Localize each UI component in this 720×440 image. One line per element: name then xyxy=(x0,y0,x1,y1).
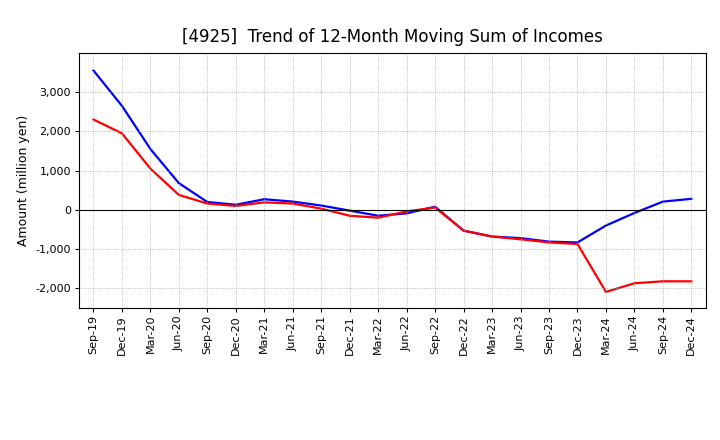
Net Income xyxy=(687,279,696,284)
Ordinary Income xyxy=(203,199,212,205)
Net Income xyxy=(402,209,411,214)
Ordinary Income xyxy=(232,202,240,207)
Ordinary Income xyxy=(317,203,325,208)
Ordinary Income xyxy=(374,213,382,218)
Net Income xyxy=(260,200,269,205)
Net Income xyxy=(374,215,382,220)
Ordinary Income xyxy=(402,211,411,216)
Net Income xyxy=(289,201,297,206)
Net Income xyxy=(573,242,582,247)
Ordinary Income xyxy=(146,147,155,152)
Net Income xyxy=(317,206,325,211)
Ordinary Income xyxy=(659,199,667,204)
Line: Ordinary Income: Ordinary Income xyxy=(94,70,691,242)
Net Income xyxy=(431,205,439,210)
Net Income xyxy=(146,166,155,171)
Ordinary Income xyxy=(545,239,554,244)
Ordinary Income xyxy=(573,240,582,245)
Ordinary Income xyxy=(431,204,439,209)
Ordinary Income xyxy=(602,223,611,228)
Net Income xyxy=(174,192,183,198)
Ordinary Income xyxy=(346,208,354,213)
Net Income xyxy=(89,117,98,122)
Line: Net Income: Net Income xyxy=(94,120,691,292)
Ordinary Income xyxy=(289,199,297,204)
Ordinary Income xyxy=(687,196,696,202)
Y-axis label: Amount (million yen): Amount (million yen) xyxy=(17,115,30,246)
Ordinary Income xyxy=(516,235,525,241)
Ordinary Income xyxy=(117,103,126,108)
Ordinary Income xyxy=(487,234,496,239)
Ordinary Income xyxy=(89,68,98,73)
Net Income xyxy=(545,240,554,245)
Net Income xyxy=(117,131,126,136)
Net Income xyxy=(602,289,611,294)
Net Income xyxy=(203,201,212,206)
Ordinary Income xyxy=(260,197,269,202)
Ordinary Income xyxy=(459,228,468,233)
Net Income xyxy=(232,203,240,209)
Title: [4925]  Trend of 12-Month Moving Sum of Incomes: [4925] Trend of 12-Month Moving Sum of I… xyxy=(182,28,603,46)
Net Income xyxy=(346,213,354,218)
Ordinary Income xyxy=(174,180,183,186)
Ordinary Income xyxy=(630,210,639,216)
Net Income xyxy=(659,279,667,284)
Net Income xyxy=(516,237,525,242)
Net Income xyxy=(487,234,496,239)
Net Income xyxy=(630,281,639,286)
Net Income xyxy=(459,228,468,233)
